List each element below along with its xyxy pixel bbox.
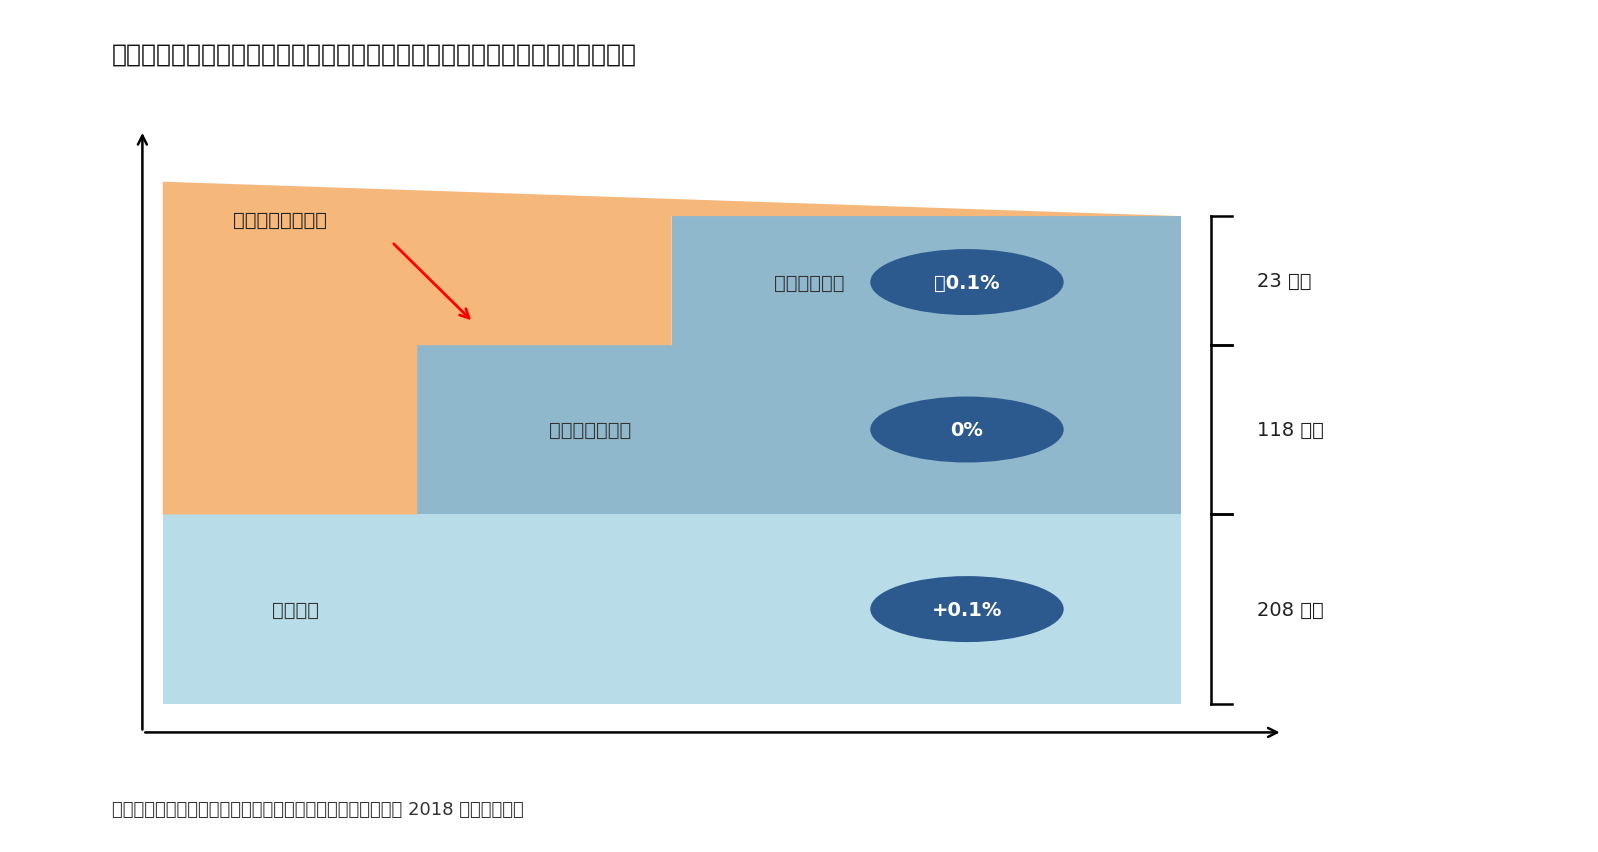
Text: 118 兆円: 118 兆円 (1258, 421, 1325, 440)
Polygon shape (163, 182, 1181, 515)
Text: 政策金利残高: 政策金利残高 (773, 273, 844, 292)
Text: 基礎残高: 基礎残高 (272, 600, 318, 619)
Ellipse shape (871, 577, 1064, 642)
Text: 0%: 0% (951, 421, 983, 440)
Text: マクロ加算残高: マクロ加算残高 (550, 421, 631, 440)
Text: －0.1%: －0.1% (935, 273, 1000, 292)
Bar (417, 346, 1181, 515)
Text: +0.1%: +0.1% (932, 600, 1002, 619)
Text: （出所）日本銀行の資料より著者にて作成（各階層の残高は 2018 年２月時点）: （出所）日本銀行の資料より著者にて作成（各階層の残高は 2018 年２月時点） (112, 800, 524, 818)
Ellipse shape (871, 397, 1064, 463)
Text: 図表１：マイナス金利政策における日銀当座預金残高の３つの階層と適用金利: 図表１：マイナス金利政策における日銀当座預金残高の３つの階層と適用金利 (112, 43, 638, 66)
Text: 日銀当座預金残高: 日銀当座預金残高 (233, 210, 328, 229)
Bar (671, 217, 1181, 346)
Bar (163, 515, 1181, 704)
Text: 23 兆円: 23 兆円 (1258, 272, 1312, 291)
Ellipse shape (871, 250, 1064, 316)
Text: 208 兆円: 208 兆円 (1258, 600, 1323, 619)
